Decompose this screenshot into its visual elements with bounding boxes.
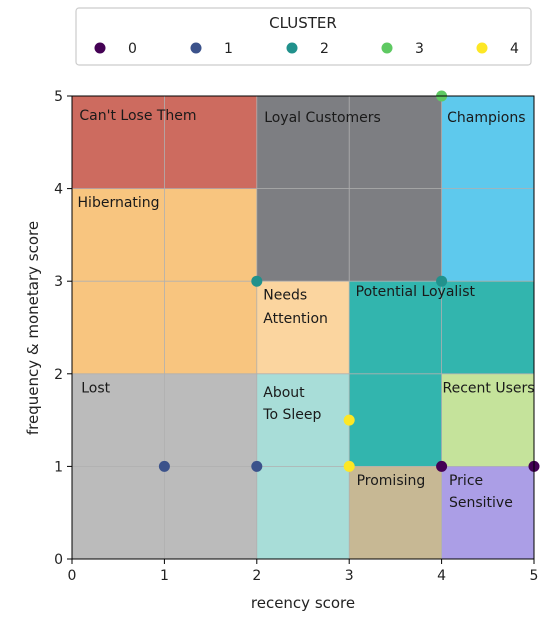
segment-label: Loyal Customers <box>264 110 381 126</box>
data-point-cluster-2 <box>436 275 448 287</box>
x-tick-label: 5 <box>530 568 539 584</box>
segment-promising <box>349 466 442 559</box>
x-tick-label: 1 <box>160 568 169 584</box>
legend-items: 0 1 2 3 4 <box>94 41 519 57</box>
legend-frame <box>75 7 532 66</box>
segment-label: Lost <box>81 380 110 396</box>
x-axis-label: recency score <box>251 594 355 612</box>
segment-needs-attention <box>256 281 350 374</box>
segment-label: Can't Lose Them <box>79 108 196 124</box>
segment-labels: Can't Lose Them Loyal Customers Champions H… <box>78 108 535 511</box>
segment-label: Potential Loyalist <box>356 284 476 300</box>
grid-lines <box>72 96 534 559</box>
y-tick-label: 4 <box>54 182 63 198</box>
x-tick-label: 4 <box>437 568 446 584</box>
plot-frame <box>71 95 535 560</box>
segment-label: To Sleep <box>262 407 321 423</box>
y-tick-label: 1 <box>54 459 63 475</box>
legend: CLUSTER 0 1 2 3 4 <box>75 7 532 66</box>
segment-label: Needs <box>263 288 307 304</box>
legend-marker-0 <box>94 42 106 54</box>
segment-label: Promising <box>357 473 426 489</box>
y-axis-label: frequency & monetary score <box>24 221 42 435</box>
legend-label-0: 0 <box>128 41 137 57</box>
legend-label-1: 1 <box>224 41 233 57</box>
legend-label-3: 3 <box>415 41 424 57</box>
y-tick-label: 5 <box>54 89 63 105</box>
legend-marker-2 <box>286 42 298 54</box>
data-point-cluster-0 <box>436 460 448 472</box>
y-tick-label: 3 <box>54 274 63 290</box>
segment-label: Hibernating <box>78 195 160 211</box>
legend-label-2: 2 <box>320 41 329 57</box>
segment-potential-loyalist <box>349 373 442 467</box>
data-point-cluster-1 <box>158 460 170 472</box>
segment-label: About <box>263 385 305 401</box>
legend-marker-1 <box>190 42 202 54</box>
segment-label: Recent Users <box>443 380 535 396</box>
x-tick-label: 0 <box>68 568 77 584</box>
y-tick-label: 0 <box>54 552 63 568</box>
segment-regions <box>72 96 534 559</box>
data-point-cluster-1 <box>251 460 263 472</box>
y-tick-label: 2 <box>54 367 63 383</box>
data-point-cluster-4 <box>343 414 355 426</box>
legend-title: CLUSTER <box>269 14 337 32</box>
legend-label-4: 4 <box>510 41 519 57</box>
segment-label: Champions <box>447 110 525 126</box>
segment-price-sensitive <box>441 466 534 559</box>
legend-marker-4 <box>476 42 488 54</box>
segment-recent-users <box>441 373 534 467</box>
segment-label: Sensitive <box>449 495 513 511</box>
segment-label: Attention <box>263 311 328 327</box>
x-tick-label: 2 <box>252 568 261 584</box>
legend-marker-3 <box>381 42 393 54</box>
x-tick-label: 3 <box>345 568 354 584</box>
data-point-cluster-2 <box>251 275 263 287</box>
segment-label: Price <box>449 473 483 489</box>
data-point-cluster-4 <box>343 460 355 472</box>
axes: 0 1 2 3 4 5 0 1 2 3 4 5 <box>54 89 538 584</box>
